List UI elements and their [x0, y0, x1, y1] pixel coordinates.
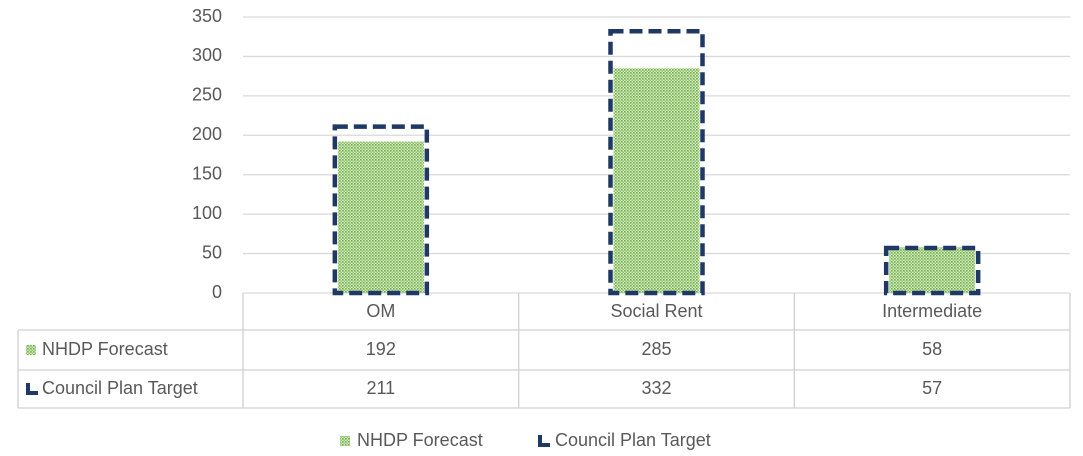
table-cell: 192	[366, 339, 396, 359]
y-tick-label: 350	[192, 6, 222, 26]
x-tick-label: Social Rent	[610, 301, 702, 321]
y-tick-label: 150	[192, 163, 222, 183]
table-row-label: Council Plan Target	[42, 378, 198, 398]
legend-label: Council Plan Target	[555, 430, 711, 450]
legend-key	[26, 345, 36, 355]
legend-key	[26, 383, 38, 395]
y-tick-label: 250	[192, 85, 222, 105]
bar-outline	[608, 28, 705, 296]
y-tick-label: 50	[202, 242, 222, 262]
x-tick-label: OM	[366, 301, 395, 321]
y-tick-label: 300	[192, 45, 222, 65]
table-row-label: NHDP Forecast	[42, 339, 168, 359]
bar	[337, 141, 424, 293]
table-cell: 285	[641, 339, 671, 359]
legend-key	[538, 435, 550, 447]
legend-key	[340, 436, 350, 446]
bar-outline	[332, 124, 430, 296]
table-cell: 57	[922, 378, 942, 398]
table-cell: 332	[641, 378, 671, 398]
y-tick-label: 0	[212, 282, 222, 302]
y-tick-label: 200	[192, 124, 222, 144]
x-tick-label: Intermediate	[882, 301, 982, 321]
table-cell: 58	[922, 339, 942, 359]
bar	[889, 247, 976, 293]
legend-label: NHDP Forecast	[357, 430, 483, 450]
bar-outline	[883, 245, 981, 296]
bar	[613, 68, 700, 293]
table-cell: 211	[366, 378, 395, 398]
y-tick-label: 100	[192, 203, 222, 223]
